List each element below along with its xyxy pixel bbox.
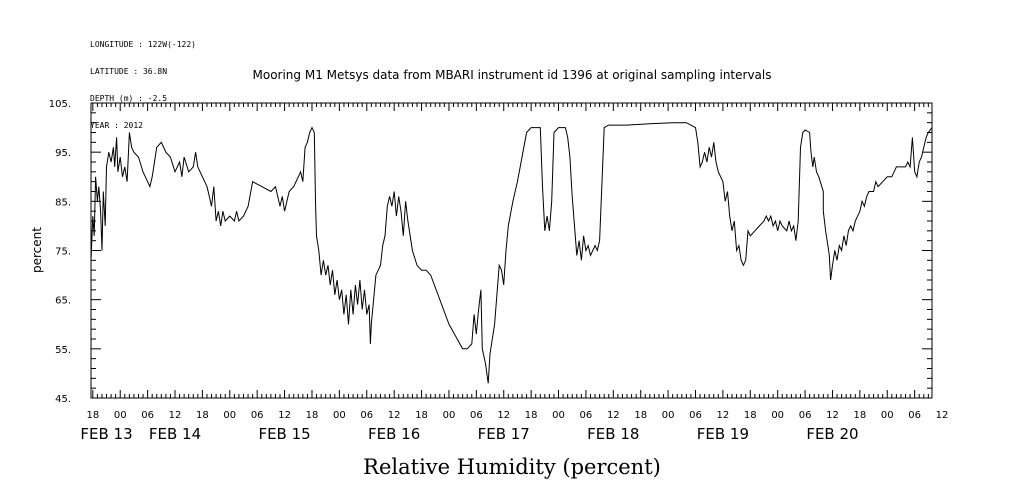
plot-frame	[90, 102, 933, 399]
chart-title: Mooring M1 Metsys data from MBARI instru…	[253, 68, 772, 82]
x-hour-tick-label: 06	[141, 410, 154, 421]
x-hour-tick-label: 18	[525, 410, 538, 421]
metadata-header: LONGITUDE : 122W(-122) LATITUDE : 36.8N …	[90, 22, 196, 139]
x-hour-tick-label: 18	[853, 410, 866, 421]
x-hour-tick-label: 06	[251, 410, 264, 421]
x-hour-tick-label: 06	[908, 410, 921, 421]
day-labels: FEB 13 FEB 14 FEB 15 FEB 16 FEB 17 FEB 18 FEB …	[80, 425, 858, 443]
x-day-label: FEB 17	[478, 425, 530, 443]
x-hour-tick-label: 00	[662, 410, 675, 421]
bottom-title: Relative Humidity (percent)	[363, 455, 661, 479]
x-hour-tick-label: 00	[552, 410, 565, 421]
x-hour-tick-label: 18	[415, 410, 428, 421]
x-day-label: FEB 16	[368, 425, 420, 443]
x-hour-tick-label: 18	[634, 410, 647, 421]
x-hour-tick-label: 12	[497, 410, 510, 421]
x-hour-tick-label: 12	[936, 410, 949, 421]
x-hour-tick-label: 12	[278, 410, 291, 421]
y-tick-labels: 105. 95. 85. 75. 65. 55. 45.	[49, 99, 71, 405]
x-day-label: FEB 18	[587, 425, 639, 443]
x-hour-tick-label: 06	[689, 410, 702, 421]
y-tick-label: 55.	[55, 345, 71, 356]
header-line-year: YEAR : 2012	[90, 121, 143, 130]
x-hour-tick-label: 18	[196, 410, 209, 421]
axis-ticks	[91, 102, 932, 399]
x-hour-tick-label: 18	[86, 410, 99, 421]
x-day-label: FEB 19	[697, 425, 749, 443]
x-hour-tick-label: 18	[306, 410, 319, 421]
x-day-label: FEB 20	[806, 425, 858, 443]
header-line-latitude: LATITUDE : 36.8N	[90, 67, 168, 76]
x-hour-tick-label: 18	[744, 410, 757, 421]
x-hour-tick-label: 00	[223, 410, 236, 421]
x-day-label: FEB 13	[80, 425, 132, 443]
x-hour-tick-label: 12	[169, 410, 182, 421]
x-hour-tick-label: 12	[717, 410, 730, 421]
x-hour-tick-label: 00	[443, 410, 456, 421]
x-hour-tick-label: 06	[470, 410, 483, 421]
y-tick-label: 95.	[55, 148, 71, 159]
x-hour-tick-label: 06	[799, 410, 812, 421]
x-hour-tick-label: 00	[771, 410, 784, 421]
x-hour-tick-label: 00	[881, 410, 894, 421]
x-tick-labels: 18 00 06 12 18 00 06 12 18 00 06 12 18 00 06 12 18 00 06 12…	[86, 410, 948, 421]
x-day-label: FEB 15	[258, 425, 310, 443]
y-tick-label: 65.	[55, 296, 71, 307]
y-axis-label: percent	[30, 227, 44, 273]
x-hour-tick-label: 12	[607, 410, 620, 421]
y-tick-label: 45.	[55, 394, 71, 405]
x-hour-tick-label: 06	[580, 410, 593, 421]
y-tick-label: 85.	[55, 197, 71, 208]
y-tick-label: 75.	[55, 247, 71, 258]
x-hour-tick-label: 00	[333, 410, 346, 421]
x-hour-tick-label: 12	[826, 410, 839, 421]
humidity-series-line	[90, 122, 933, 384]
axes	[90, 102, 933, 399]
header-line-depth: DEPTH (m) : -2.5	[90, 94, 168, 103]
header-line-longitude: LONGITUDE : 122W(-122)	[90, 40, 196, 49]
x-hour-tick-label: 00	[114, 410, 127, 421]
x-hour-tick-label: 06	[360, 410, 373, 421]
y-tick-label: 105.	[49, 99, 71, 110]
x-hour-tick-label: 12	[388, 410, 401, 421]
x-day-label: FEB 14	[149, 425, 201, 443]
